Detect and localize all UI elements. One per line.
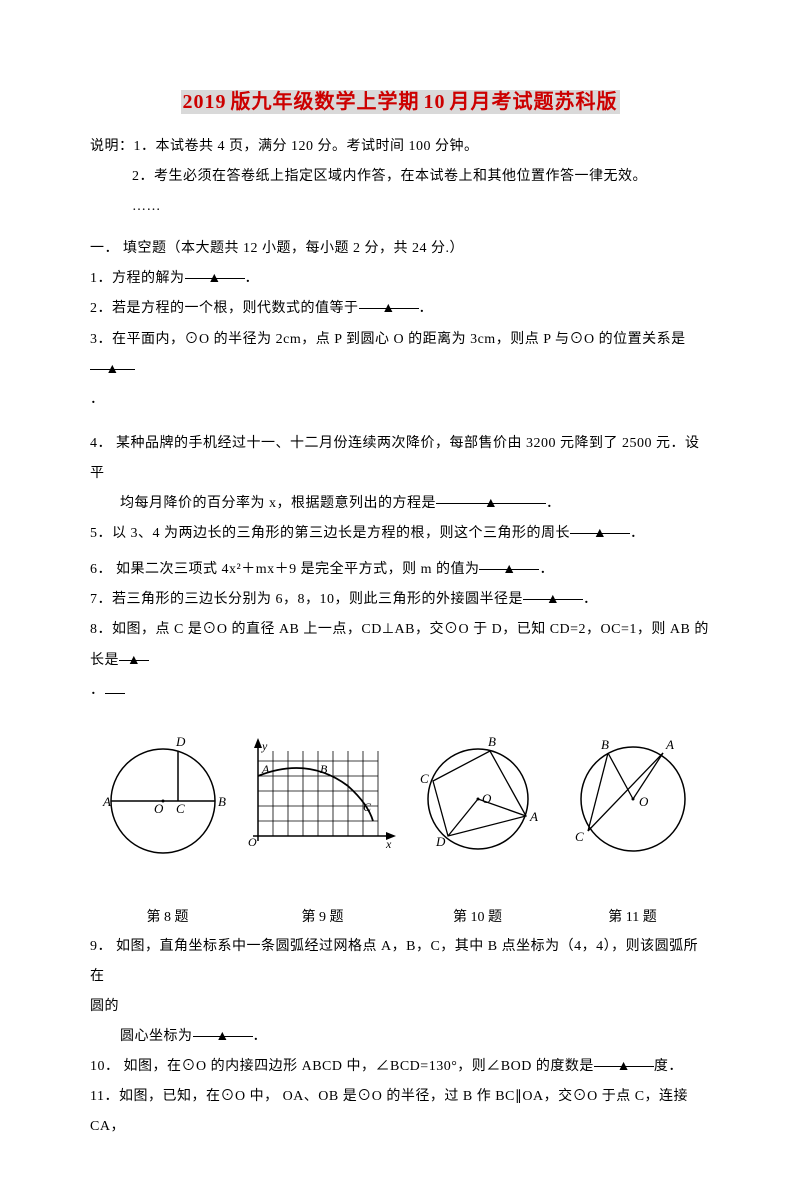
question-5: 5．以 3、4 为两边长的三角形的第三边长是方程的根，则这个三角形的周长▲．: [90, 519, 710, 549]
svg-text:A: A: [529, 809, 538, 824]
question-10: 10． 如图，在⊙O 的内接四边形 ABCD 中，∠BCD=130°，则∠BOD…: [90, 1052, 710, 1082]
q4-blank: ▲: [436, 489, 546, 504]
q5-period: ．: [630, 526, 645, 541]
svg-text:O: O: [482, 791, 492, 806]
q3-blank: ▲: [90, 355, 135, 370]
svg-text:C: C: [176, 801, 185, 816]
figure-9-label: 第 9 题: [245, 906, 400, 926]
q8-blank2: [105, 679, 125, 694]
q1-blank: ▲: [185, 264, 245, 279]
q2-period: ．: [419, 301, 434, 316]
svg-text:D: D: [175, 734, 186, 749]
q1-period: ．: [245, 271, 260, 286]
instruction-line-1: 说明：1．本试卷共 4 页，满分 120 分。考试时间 100 分钟。: [90, 132, 710, 162]
q4-period: ．: [546, 496, 561, 511]
title-mid1: 版九年级数学上学期: [229, 90, 422, 114]
question-8: 8．如图，点 C 是⊙O 的直径 AB 上一点，CD⊥AB，交⊙O 于 D，已知…: [90, 615, 710, 675]
q6-period: ．: [539, 562, 554, 577]
q7-blank: ▲: [523, 585, 583, 600]
q5-blank: ▲: [570, 519, 630, 534]
question-4-line1: 4． 某种品牌的手机经过十一、十二月份连续两次降价，每部售价由 3200 元降到…: [90, 429, 710, 489]
svg-text:y: y: [261, 739, 268, 753]
figure-10-label: 第 10 题: [400, 906, 555, 926]
question-3: 3．在平面内，⊙O 的半径为 2cm，点 P 到圆心 O 的距离为 3cm，则点…: [90, 325, 710, 385]
svg-text:O: O: [154, 801, 164, 816]
q8-blank: ▲: [119, 646, 149, 661]
exam-title: 2019版九年级数学上学期10月月考试题苏科版: [90, 85, 710, 114]
question-8-tail: ．: [90, 676, 710, 706]
svg-text:C: C: [575, 829, 584, 844]
svg-text:B: B: [601, 737, 609, 752]
svg-text:A: A: [261, 762, 270, 776]
instruction-line-2: 2．考生必须在答卷纸上指定区域内作答，在本试卷上和其他位置作答一律无效。: [90, 162, 710, 192]
svg-text:B: B: [488, 734, 496, 749]
question-3-period: ．: [90, 385, 710, 415]
svg-text:B: B: [218, 794, 226, 809]
figure-8: A B C D O: [90, 731, 245, 861]
svg-text:O: O: [639, 794, 649, 809]
q2-blank: ▲: [359, 294, 419, 309]
question-6: 6． 如果二次三项式 4x²＋mx＋9 是完全平方式，则 m 的值为▲．: [90, 555, 710, 585]
title-suffix: 月月考试题苏科版: [448, 90, 620, 114]
question-1: 1．方程的解为▲．: [90, 264, 710, 294]
svg-text:C: C: [363, 800, 372, 814]
instruction-line-3: ……: [90, 192, 710, 222]
svg-text:B: B: [320, 762, 328, 776]
q10-suffix: 度．: [654, 1059, 683, 1074]
figure-10: A B C D O: [400, 731, 555, 861]
figure-11-label: 第 11 题: [555, 906, 710, 926]
svg-text:A: A: [665, 737, 674, 752]
q4-text2: 均每月降价的百分率为 x，根据题意列出的方程是: [120, 496, 436, 511]
page-container: 2019版九年级数学上学期10月月考试题苏科版 说明：1．本试卷共 4 页，满分…: [0, 0, 800, 1182]
title-highlight-month: 10: [422, 90, 448, 114]
question-9-line3: 圆心坐标为▲．: [90, 1022, 710, 1052]
question-11: 11．如图，已知，在⊙O 中， OA、OB 是⊙O 的半径，过 B 作 BC∥O…: [90, 1082, 710, 1142]
figure-9: A B C O y x: [245, 736, 400, 856]
q8-text: 8．如图，点 C 是⊙O 的直径 AB 上一点，CD⊥AB，交⊙O 于 D，已知…: [90, 622, 709, 667]
figure-11: A B C O: [555, 731, 710, 861]
figure-labels-row: 第 8 题 第 9 题 第 10 题 第 11 题: [90, 906, 710, 926]
q1-text: 1．方程的解为: [90, 271, 185, 286]
q2-text: 2．若是方程的一个根，则代数式的值等于: [90, 301, 359, 316]
figure-8-label: 第 8 题: [90, 906, 245, 926]
question-4-line2: 均每月降价的百分率为 x，根据题意列出的方程是▲．: [90, 489, 710, 519]
svg-text:A: A: [102, 794, 111, 809]
question-9-line2: 圆的: [90, 992, 710, 1022]
spacer: [90, 415, 710, 429]
svg-text:O: O: [248, 835, 257, 849]
figures-row: A B C D O: [90, 726, 710, 866]
q10-text: 10． 如图，在⊙O 的内接四边形 ABCD 中，∠BCD=130°，则∠BOD…: [90, 1059, 594, 1074]
q7-period: ．: [583, 592, 598, 607]
question-9-line1: 9． 如图，直角坐标系中一条圆弧经过网格点 A，B，C，其中 B 点坐标为（4，…: [90, 932, 710, 992]
svg-text:x: x: [385, 837, 392, 851]
q9-blank: ▲: [193, 1022, 253, 1037]
title-highlight-year: 2019: [181, 90, 229, 114]
q7-text: 7．若三角形的三边长分别为 6，8，10，则此三角形的外接圆半径是: [90, 592, 523, 607]
q6-blank: ▲: [479, 555, 539, 570]
question-7: 7．若三角形的三边长分别为 6，8，10，则此三角形的外接圆半径是▲．: [90, 585, 710, 615]
q9-period: ．: [253, 1029, 268, 1044]
q9-text3: 圆心坐标为: [120, 1029, 193, 1044]
q3-text: 3．在平面内，⊙O 的半径为 2cm，点 P 到圆心 O 的距离为 3cm，则点…: [90, 332, 686, 347]
svg-text:C: C: [420, 771, 429, 786]
section-1-heading: 一． 填空题（本大题共 12 小题，每小题 2 分，共 24 分.）: [90, 234, 710, 264]
question-2: 2．若是方程的一个根，则代数式的值等于▲．: [90, 294, 710, 324]
svg-text:D: D: [435, 834, 446, 849]
q10-blank: ▲: [594, 1052, 654, 1067]
q5-text: 5．以 3、4 为两边长的三角形的第三边长是方程的根，则这个三角形的周长: [90, 526, 570, 541]
q6-text: 6． 如果二次三项式 4x²＋mx＋9 是完全平方式，则 m 的值为: [90, 562, 479, 577]
